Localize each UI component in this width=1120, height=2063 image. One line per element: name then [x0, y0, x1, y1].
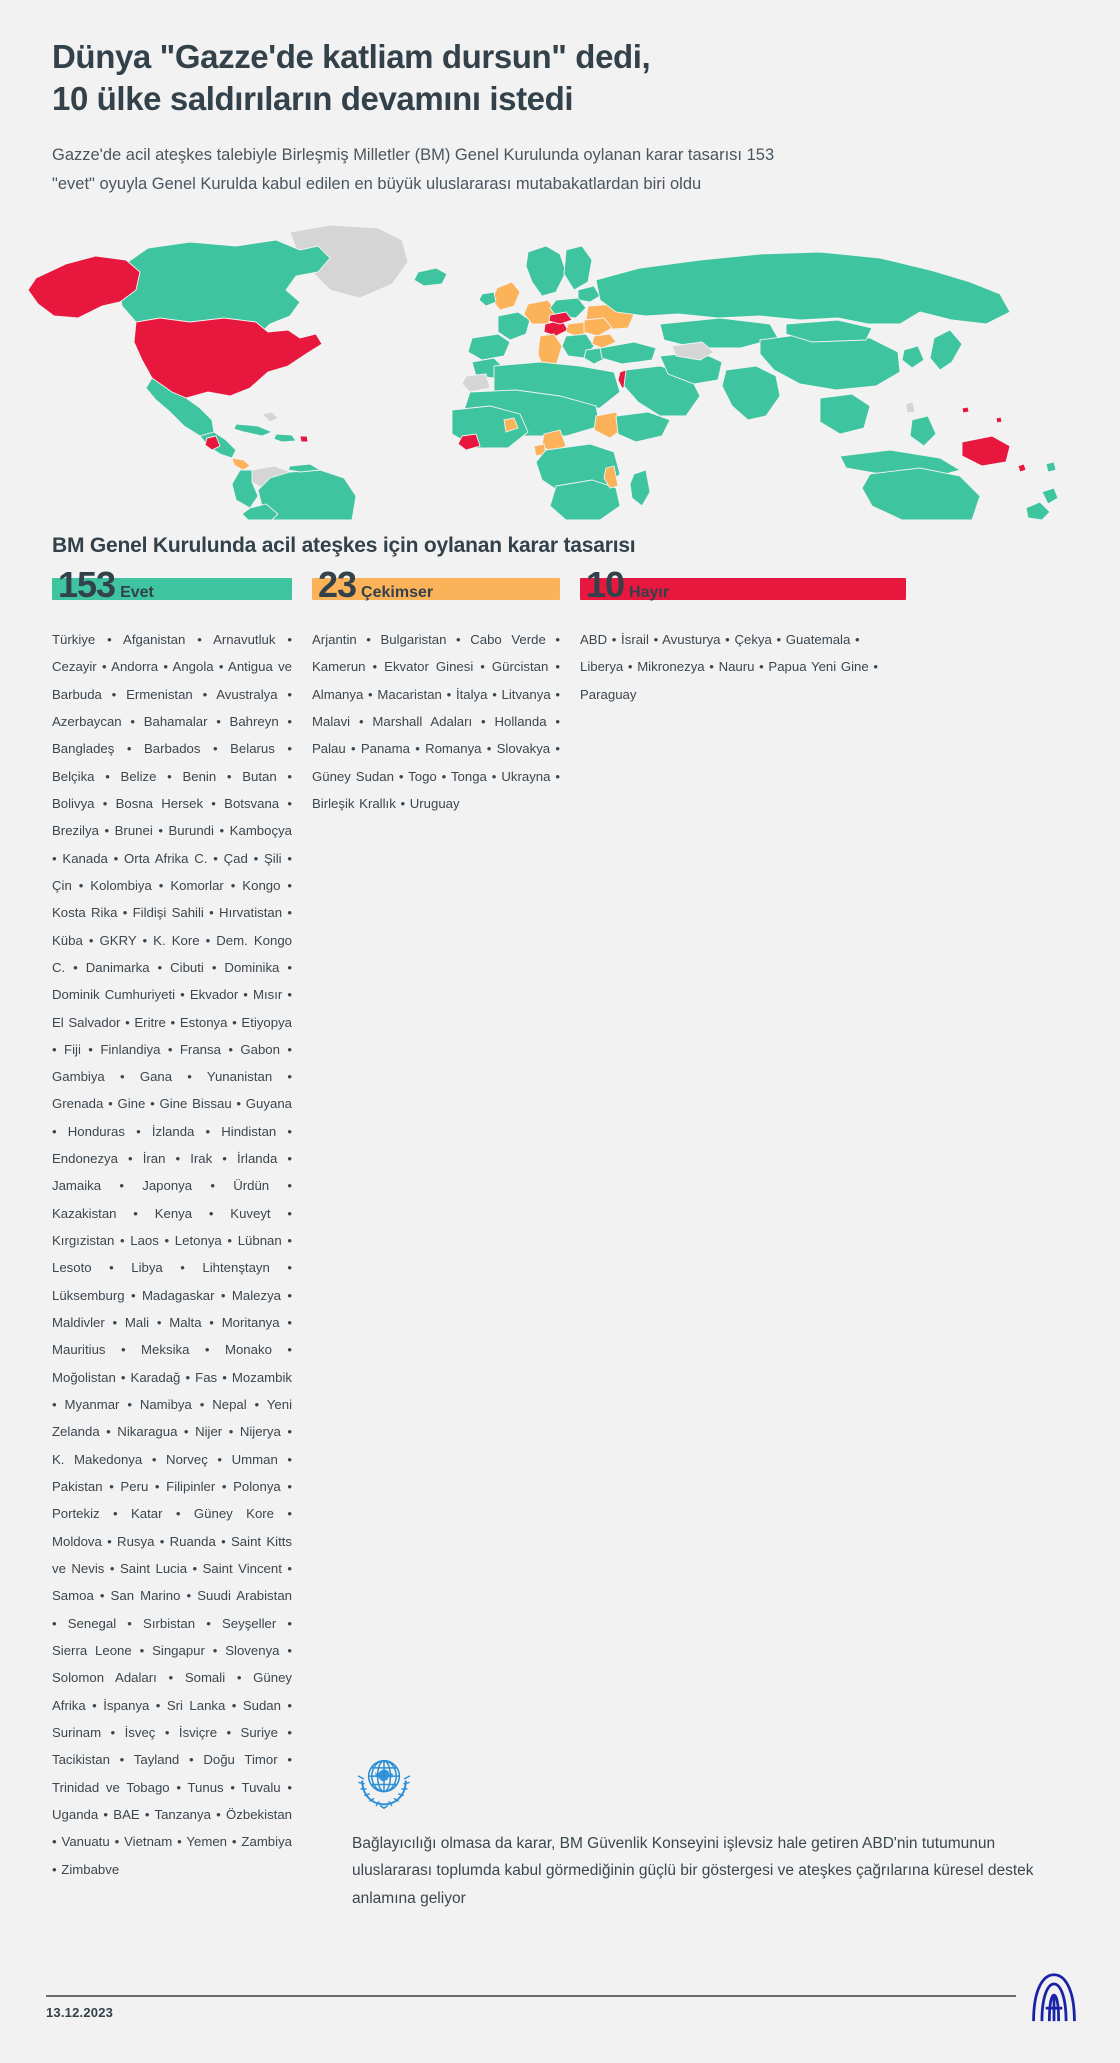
un-emblem-icon: [357, 1760, 411, 1810]
legend-count-abstain: 23: [318, 563, 357, 605]
country-png-no: [961, 435, 1011, 467]
country-japan: [929, 329, 963, 371]
legend-label-yes: 153 Evet: [58, 563, 154, 605]
legend-count-yes: 153: [58, 563, 116, 605]
publication-date: 13.12.2023: [46, 2005, 114, 2020]
legend-label-no: 10 Hayır: [586, 563, 670, 605]
country-newzealand: [1025, 501, 1051, 520]
country-iceland: [413, 267, 448, 287]
legend-yes: 153 Evet: [52, 567, 292, 602]
country-burkina-abstain: [503, 417, 519, 433]
country-france: [497, 311, 531, 341]
legend-no: 10 Hayır: [580, 567, 906, 602]
country-westsahara-nodata: [461, 373, 491, 393]
country-bulgaria-abstain: [591, 333, 617, 349]
country-spain-portugal: [467, 333, 511, 361]
country-australia: [861, 467, 981, 520]
world-map: [0, 219, 1120, 520]
country-list-yes: Türkiye • Afganistan • Arnavutluk • Ceza…: [52, 631, 293, 1877]
un-wreath-tie: [379, 1804, 389, 1810]
country-lists: Türkiye • Afganistan • Arnavutluk • Ceza…: [0, 626, 1120, 1883]
country-canada: [117, 239, 331, 341]
legend-text-no: Hayır: [629, 583, 670, 601]
country-philippines: [909, 415, 937, 447]
legend-bar-abstain: [312, 577, 560, 600]
header: Dünya "Gazze'de katliam dursun" dedi, 10…: [0, 0, 1120, 198]
country-czechia-no: [548, 311, 573, 325]
footnote-block: Bağlayıcılığı olmasa da karar, BM Güvenl…: [352, 1748, 1064, 1912]
country-taiwan-nodata: [905, 401, 916, 414]
footer-divider: [46, 1995, 1016, 1997]
country-horn-of-africa: [615, 411, 671, 443]
country-malawi-abstain: [603, 465, 619, 489]
country-micronesia-no: [961, 406, 970, 414]
country-hispaniola: [273, 433, 297, 443]
country-southern-africa: [549, 479, 621, 520]
country-bahamas: [261, 411, 279, 423]
country-norway-sweden: [525, 245, 567, 297]
country-list-column-abstain: Arjantin • Bulgaristan • Cabo Verde • Ka…: [312, 626, 560, 817]
country-colombia: [231, 469, 259, 509]
country-list-column-yes: Türkiye • Afganistan • Arnavutluk • Ceza…: [52, 626, 292, 1883]
country-turkiye: [599, 341, 657, 365]
footer: 13.12.2023: [0, 1967, 1120, 2063]
country-cuba: [233, 423, 274, 437]
country-koreas: [901, 345, 925, 369]
legend-label-abstain: 23 Çekimser: [318, 563, 434, 605]
country-panama-abstain: [231, 457, 251, 471]
country-romania-abstain: [583, 317, 613, 337]
country-antilles: [299, 435, 309, 443]
standfirst-text: Gazze'de acil ateşkes talebiyle Birleşmi…: [52, 146, 775, 193]
vote-legend: 153 Evet 23 Çekimser 10 Hayır: [0, 567, 1120, 602]
country-mongolia: [785, 319, 873, 343]
legend-bar-yes: [52, 577, 292, 600]
section-title: BM Genel Kurulunda acil ateşkes için oyl…: [52, 533, 636, 557]
legend-text-abstain: Çekimser: [361, 583, 434, 601]
world-map-svg: [0, 219, 1120, 520]
country-list-abstain: Arjantin • Bulgaristan • Cabo Verde • Ka…: [312, 631, 560, 811]
country-nz-north: [1041, 487, 1059, 505]
country-pacific-islands: [1017, 463, 1027, 473]
country-alaska: [27, 255, 141, 319]
country-fiji: [1045, 461, 1057, 473]
country-russia: [595, 251, 1011, 325]
footnote-text: Bağlayıcılığı olmasa da karar, BM Güvenl…: [352, 1835, 1034, 1907]
anadolu-agency-logo-icon: [1032, 1973, 1076, 2022]
country-india: [721, 365, 781, 421]
legend-count-no: 10: [586, 563, 625, 605]
country-guatemala: [204, 435, 221, 451]
country-turkmenistan-nodata: [671, 341, 715, 361]
country-kazakhstan: [659, 317, 779, 349]
legend-abstain: 23 Çekimser: [312, 567, 560, 602]
country-southeast-asia: [819, 393, 871, 435]
country-nauru-no: [995, 416, 1003, 424]
country-guyanas: [287, 463, 322, 473]
legend-bar-no: [580, 577, 906, 600]
country-brazil: [257, 469, 357, 520]
country-madagascar: [629, 469, 651, 507]
legend-text-yes: Evet: [120, 583, 154, 601]
country-peru-bolivia: [241, 503, 279, 520]
country-ireland: [478, 291, 497, 307]
country-finland: [563, 245, 593, 291]
country-list-column-no: ABD • İsrail • Avusturya • Çekya • Guate…: [580, 626, 906, 708]
country-liberia-no: [457, 433, 481, 451]
map-countries: [27, 224, 1059, 520]
country-list-no: ABD • İsrail • Avusturya • Çekya • Guate…: [580, 631, 878, 702]
page-title: Dünya "Gazze'de katliam dursun" dedi, 10…: [52, 38, 651, 117]
